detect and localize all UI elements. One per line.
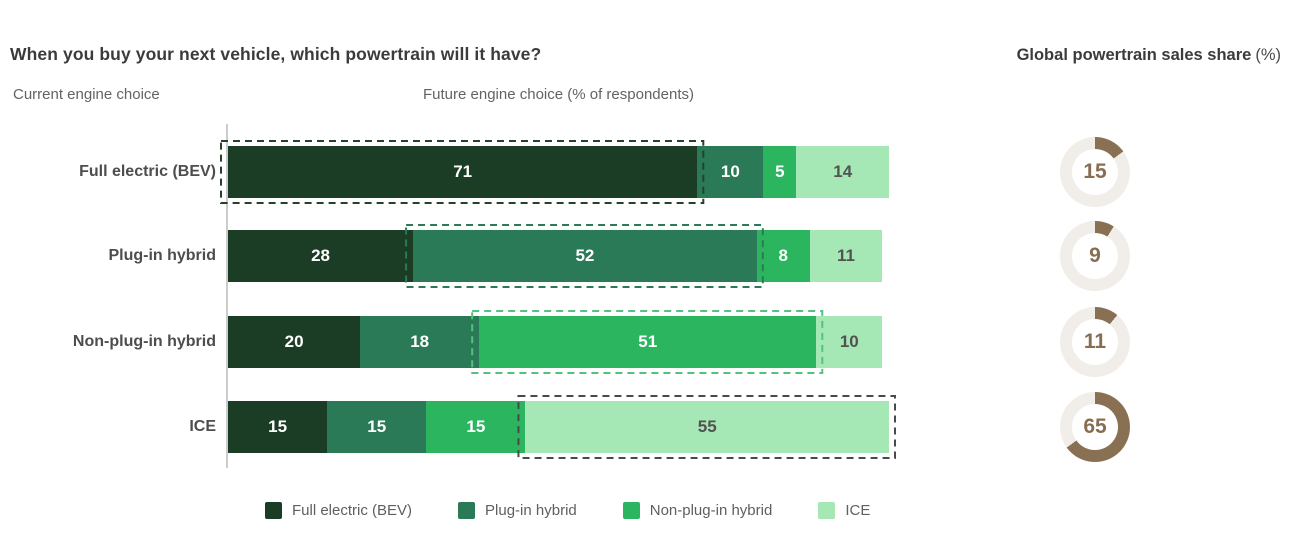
bar-segment: 15 <box>327 401 427 453</box>
legend-swatch <box>622 502 640 519</box>
bar-segment: 18 <box>360 316 480 368</box>
x-axis-label: Future engine choice (% of respondents) <box>423 86 694 103</box>
legend-label: Full electric (BEV) <box>292 502 413 519</box>
legend-item: Non-plug-in hybrid <box>622 502 773 519</box>
bar-segment: 71 <box>228 146 698 198</box>
bar-segment: 15 <box>228 401 328 453</box>
legend-item: Plug-in hybrid <box>458 502 577 519</box>
donut-value: 9 <box>1089 244 1101 267</box>
legend-swatch <box>458 502 476 519</box>
legend: Full electric (BEV) Plug-in hybrid Non-plu… <box>265 502 870 519</box>
chart-title: When you buy your next vehicle, which po… <box>10 44 542 64</box>
donut-chart: 9 <box>1060 221 1130 291</box>
bar-segment: 20 <box>228 316 361 368</box>
legend-item: Full electric (BEV) <box>265 502 412 519</box>
stacked-bar: 15 15 15 55 <box>228 401 889 453</box>
donut-column-title-text: Global powertrain sales share <box>1016 46 1252 64</box>
bar-segment: 14 <box>796 146 889 198</box>
row-label: ICE <box>189 418 216 435</box>
donut-hole <box>1072 149 1118 195</box>
row-label: Full electric (BEV) <box>79 163 216 180</box>
donut-value: 15 <box>1083 160 1107 183</box>
legend-label: ICE <box>845 502 871 519</box>
donut-hole <box>1072 319 1118 365</box>
bar-segment: 5 <box>763 146 797 198</box>
donut-hole <box>1072 404 1118 450</box>
legend-swatch <box>265 502 282 519</box>
legend-item: ICE <box>818 502 870 519</box>
donut-chart: 11 <box>1060 307 1130 377</box>
donut-column-title: Global powertrain sales share (%) <box>1017 46 1281 65</box>
donut-hole <box>1072 233 1118 279</box>
donut-column-title-unit: (%) <box>1255 46 1281 64</box>
bar-segment: 51 <box>479 316 817 368</box>
bar-segment: 8 <box>756 230 810 282</box>
bar-segment: 10 <box>816 316 883 368</box>
row-label: Plug-in hybrid <box>108 247 216 264</box>
y-axis-line <box>226 124 228 468</box>
bar-segment: 11 <box>809 230 883 282</box>
legend-swatch <box>818 502 836 519</box>
bar-segment: 28 <box>228 230 414 282</box>
stacked-bar: 28 52 8 11 <box>228 230 889 282</box>
bar-segment: 15 <box>426 401 526 453</box>
donut-chart: 15 <box>1060 137 1130 207</box>
legend-label: Plug-in hybrid <box>485 502 577 519</box>
donut-chart: 65 <box>1060 392 1130 462</box>
legend-label: Non-plug-in hybrid <box>649 502 773 519</box>
donut-value: 11 <box>1083 330 1107 353</box>
bar-segment: 10 <box>697 146 764 198</box>
stacked-bar: 71 10 5 14 <box>228 146 889 198</box>
y-axis-label: Current engine choice <box>13 86 160 103</box>
bar-segment: 55 <box>525 401 889 453</box>
bar-segment: 52 <box>413 230 757 282</box>
row-label: Non-plug-in hybrid <box>72 333 216 350</box>
donut-value: 65 <box>1083 415 1107 438</box>
stacked-bar: 20 18 51 10 <box>228 316 889 368</box>
